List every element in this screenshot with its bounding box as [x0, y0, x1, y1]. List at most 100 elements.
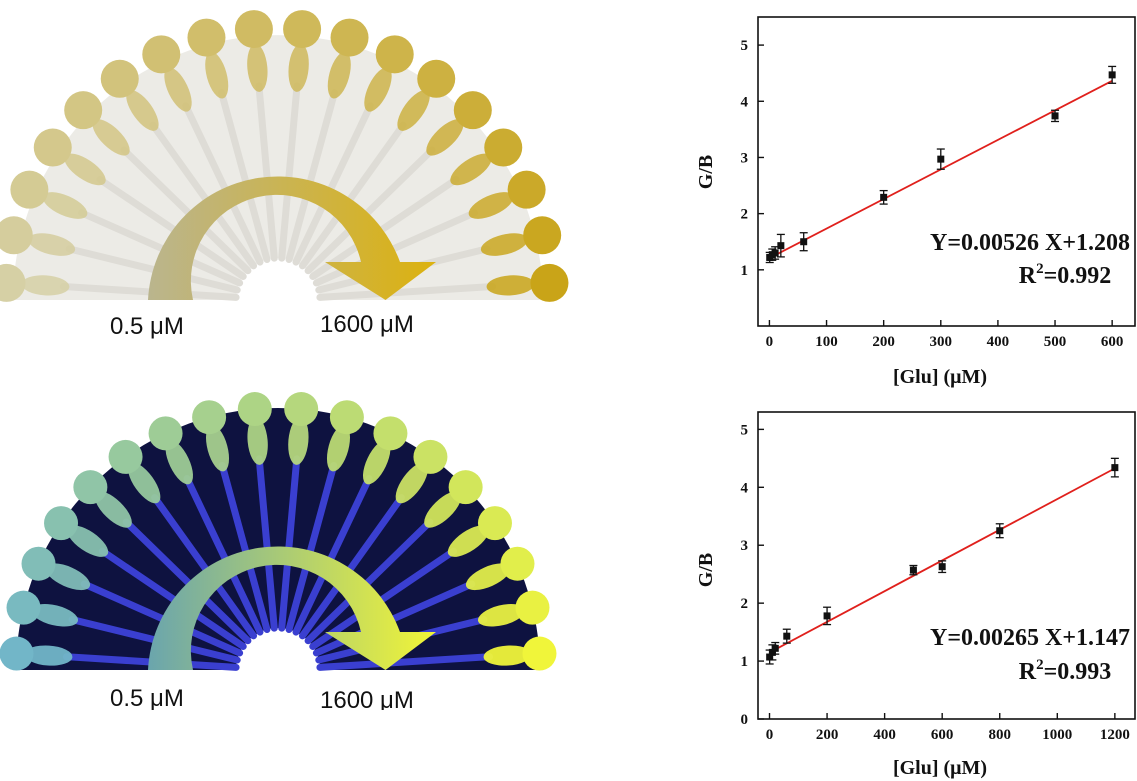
swab-stick [278, 455, 301, 632]
y-tick-label: 4 [741, 480, 749, 496]
x-tick-label: 200 [872, 334, 895, 350]
data-point [938, 563, 946, 571]
swab-head [447, 525, 490, 557]
swab-head [28, 233, 76, 256]
uv-color-fan: 0.5 μM 1600 μM [0, 392, 557, 710]
x-tick-label: 200 [816, 727, 839, 743]
color-swatch-dot [329, 400, 364, 435]
color-swatch-dot [330, 18, 369, 57]
x-tick-label: 400 [987, 334, 1010, 350]
swab-stick [255, 82, 278, 262]
swab-head [395, 462, 428, 504]
swab-head [450, 153, 492, 186]
data-point [1108, 71, 1116, 79]
color-swatch-dot [500, 546, 535, 581]
x-tick-label: 600 [931, 727, 954, 743]
color-swatch-dot [44, 506, 79, 541]
swab-head [45, 563, 91, 591]
low-concentration-label: 0.5 μM [110, 685, 184, 710]
swab-head [288, 416, 309, 465]
color-swatch-dot [523, 216, 562, 255]
x-axis-label: [Glu] (μM) [893, 366, 987, 388]
data-point [771, 249, 779, 257]
swab-stick [122, 518, 252, 645]
data-point [880, 193, 888, 201]
swab-stick [98, 547, 247, 650]
swab-stick [183, 475, 264, 636]
swab-stick [298, 494, 405, 640]
x-tick-label: 600 [1101, 334, 1124, 350]
y-tick-label: 4 [741, 94, 749, 110]
y-tick-label: 2 [741, 207, 749, 223]
data-point [1051, 112, 1059, 120]
r-squared: R2=0.992 [1019, 261, 1112, 289]
color-swatch-dot [0, 216, 33, 255]
color-swatch-dot [108, 439, 143, 474]
color-swatch-dot [187, 18, 226, 57]
r-squared-symbol: R [1019, 659, 1037, 685]
swab-stick [278, 82, 301, 262]
high-concentration-label: 1600 μM [320, 311, 414, 338]
color-swatch-dot [453, 91, 492, 130]
swab-head [364, 67, 392, 112]
color-swatch-dot [237, 392, 272, 427]
x-tick-label: 400 [873, 727, 896, 743]
swab-head [326, 424, 351, 472]
data-point [783, 632, 791, 640]
color-swatch-dot [142, 35, 181, 74]
swab-head [327, 51, 351, 99]
r-squared-symbol: R [1019, 263, 1037, 289]
data-point [823, 612, 831, 620]
color-swatch-dot [530, 263, 569, 302]
r-squared-value: =0.992 [1044, 263, 1112, 289]
swab-stick [182, 102, 264, 266]
x-tick-label: 800 [988, 727, 1011, 743]
data-point [800, 238, 808, 246]
color-swatch-dot [0, 263, 26, 302]
x-tick-label: 0 [766, 334, 774, 350]
color-swatch-dot [375, 35, 414, 74]
color-swatch-dot [477, 506, 512, 541]
swab-head [66, 525, 109, 557]
y-tick-label: 5 [741, 422, 749, 438]
calibration-chart-uv: 0 200 400 600 800 1000 1200 0 1 2 3 4 5 [Glu] (μM) G… [695, 411, 1136, 779]
high-concentration-label: 1600 μM [320, 687, 414, 710]
r-squared: R2=0.993 [1019, 657, 1112, 685]
data-point [777, 242, 785, 250]
swab-head [205, 424, 230, 472]
swab-head [24, 645, 73, 666]
swab-stick [77, 209, 244, 287]
color-swatch-dot [192, 400, 227, 435]
x-tick-label: 1000 [1042, 727, 1072, 743]
swab-stick [316, 653, 494, 671]
swab-stick [255, 455, 278, 632]
fan-graphics [0, 10, 569, 302]
plot-frame [757, 16, 1136, 327]
swab-stick [149, 121, 258, 270]
x-tick-label: 100 [815, 334, 838, 350]
y-tick-label: 1 [741, 654, 749, 670]
color-swatch-dot [484, 128, 523, 167]
color-swatch-dot [100, 59, 139, 98]
color-swatch-dot [33, 128, 72, 167]
swab-head [424, 491, 462, 528]
swab-head [205, 51, 229, 99]
y-tick-label: 1 [741, 263, 749, 279]
y-tick-label: 2 [741, 596, 749, 612]
color-swatch-dot [373, 416, 408, 451]
color-swatch-dot [10, 170, 49, 209]
swab-stick [65, 245, 241, 294]
y-tick-label: 5 [741, 38, 749, 54]
color-swatch-dot [21, 546, 56, 581]
swab-stick [316, 283, 497, 301]
color-swatch-dot [284, 392, 319, 427]
low-concentration-label: 0.5 μM [110, 313, 184, 340]
y-tick-label: 3 [741, 150, 749, 166]
swab-head [465, 563, 511, 591]
data-point [937, 155, 945, 163]
swab-stick [292, 475, 373, 636]
color-swatch-dot [283, 10, 322, 49]
color-swatch-dot [234, 10, 273, 49]
swab-head [92, 119, 130, 156]
